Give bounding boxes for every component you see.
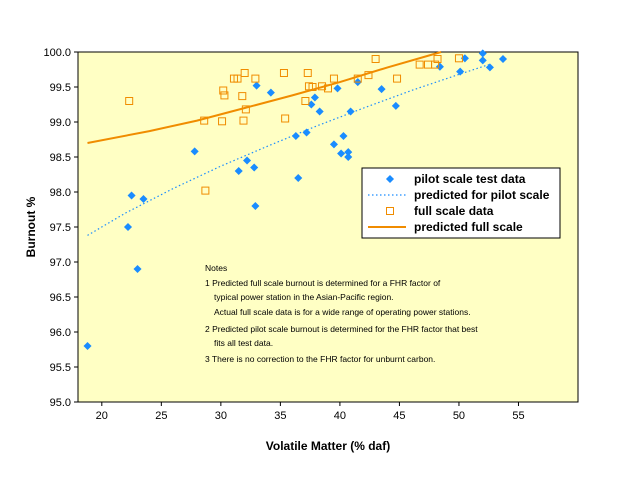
trend-line-dotted	[87, 64, 489, 236]
legend-label: pilot scale test data	[414, 172, 526, 186]
note-line: fits all test data.	[214, 338, 273, 348]
data-point-diamond	[127, 191, 136, 200]
series-layer	[83, 49, 508, 351]
y-tick-label: 100.0	[43, 47, 71, 59]
x-tick-label: 40	[334, 410, 346, 422]
x-axis-ticks: 20 25 30 35 40 45 50 55	[96, 402, 525, 422]
legend-label: predicted for pilot scale	[414, 188, 550, 202]
y-axis-title: Burnout %	[24, 196, 38, 257]
data-point-square	[386, 207, 394, 215]
data-point-square	[218, 117, 227, 126]
data-point-diamond	[339, 131, 348, 141]
data-point-square	[239, 116, 248, 125]
data-point-square	[279, 69, 288, 77]
data-point-square	[329, 74, 338, 83]
data-point-diamond	[333, 84, 342, 93]
trend-line-solid	[87, 51, 442, 144]
data-point-square	[371, 55, 380, 63]
series-predicted-for-pilot-scale	[87, 64, 489, 236]
series-full-scale-data	[125, 54, 463, 195]
data-point-square	[454, 54, 463, 63]
note-line: 3 There is no correction to the FHR fact…	[205, 354, 435, 364]
data-point-diamond	[329, 140, 338, 149]
data-point-square	[219, 86, 228, 95]
note-line: 1 Predicted full scale burnout is determ…	[205, 278, 441, 288]
x-tick-label: 20	[96, 410, 108, 422]
data-point-diamond	[456, 67, 465, 76]
data-point-diamond	[266, 88, 275, 97]
y-tick-label: 98.0	[50, 187, 71, 199]
legend: pilot scale test data predicted for pilot…	[361, 167, 561, 239]
data-point-square	[301, 97, 310, 105]
data-point-square	[431, 60, 440, 69]
data-point-diamond	[385, 174, 395, 184]
data-point-diamond	[291, 131, 300, 141]
x-tick-label: 25	[155, 410, 167, 422]
data-point-diamond	[190, 147, 199, 156]
note-line: typical power station in the Asian-Pacif…	[214, 292, 394, 302]
data-point-square	[238, 92, 247, 101]
data-point-square	[303, 69, 312, 77]
data-point-square	[251, 74, 260, 83]
y-tick-label: 99.0	[50, 117, 71, 129]
y-tick-label: 95.5	[50, 362, 71, 374]
data-point-diamond	[123, 222, 133, 232]
data-point-diamond	[139, 194, 148, 204]
data-point-diamond	[133, 264, 142, 274]
y-tick-label: 96.0	[50, 327, 71, 339]
data-point-square	[240, 69, 249, 77]
y-tick-label: 98.5	[50, 152, 71, 164]
x-tick-label: 55	[512, 410, 524, 422]
data-point-diamond	[252, 81, 261, 90]
data-point-diamond	[251, 201, 260, 211]
legend-label: predicted full scale	[414, 220, 523, 234]
x-tick-label: 45	[393, 410, 405, 422]
y-tick-label: 97.0	[50, 257, 71, 269]
data-point-diamond	[294, 173, 303, 183]
data-point-square	[393, 74, 402, 83]
data-point-diamond	[310, 93, 319, 102]
legend-label: full scale data	[414, 204, 494, 218]
y-tick-label: 97.5	[50, 222, 71, 234]
legend-items: pilot scale test data predicted for pilot…	[368, 172, 550, 234]
data-point-diamond	[83, 341, 92, 351]
data-point-diamond	[234, 166, 243, 176]
data-point-diamond	[243, 156, 252, 165]
y-tick-label: 95.0	[50, 397, 71, 409]
data-point-diamond	[478, 56, 487, 65]
y-axis-ticks: 95.0 95.5 96.0 96.5 97.0 97.5 98.0 98.5 99.0 99.5…	[43, 47, 78, 409]
x-axis-title: Volatile Matter (% daf)	[266, 439, 390, 453]
note-line: 2 Predicted pilot scale burnout is deter…	[205, 324, 478, 334]
data-point-square	[433, 55, 442, 63]
x-tick-label: 50	[453, 410, 465, 422]
data-point-diamond	[377, 85, 386, 94]
x-tick-label: 30	[215, 410, 227, 422]
data-point-square	[201, 186, 210, 195]
y-tick-label: 96.5	[50, 292, 71, 304]
data-point-square	[233, 74, 242, 83]
series-pilot-scale-test-data	[83, 49, 508, 351]
data-point-diamond	[315, 107, 324, 116]
data-point-diamond	[346, 107, 355, 116]
data-point-square	[281, 114, 290, 123]
note-line: Actual full scale data is for a wide ran…	[214, 307, 471, 317]
data-point-square	[220, 91, 229, 100]
data-point-diamond	[435, 62, 444, 71]
data-point-diamond	[391, 101, 400, 110]
notes-annotation: Notes 1 Predicted full scale burnout is …	[205, 263, 478, 364]
notes-title: Notes	[205, 263, 227, 273]
data-point-diamond	[485, 63, 494, 72]
series-predicted-full-scale	[87, 51, 442, 144]
data-point-square	[125, 97, 134, 105]
data-point-square	[415, 60, 424, 69]
data-point-diamond	[337, 149, 346, 158]
y-tick-label: 99.5	[50, 82, 71, 94]
data-point-diamond	[498, 54, 508, 64]
x-tick-label: 35	[274, 410, 286, 422]
data-point-diamond	[250, 163, 259, 172]
data-point-diamond	[344, 152, 353, 162]
